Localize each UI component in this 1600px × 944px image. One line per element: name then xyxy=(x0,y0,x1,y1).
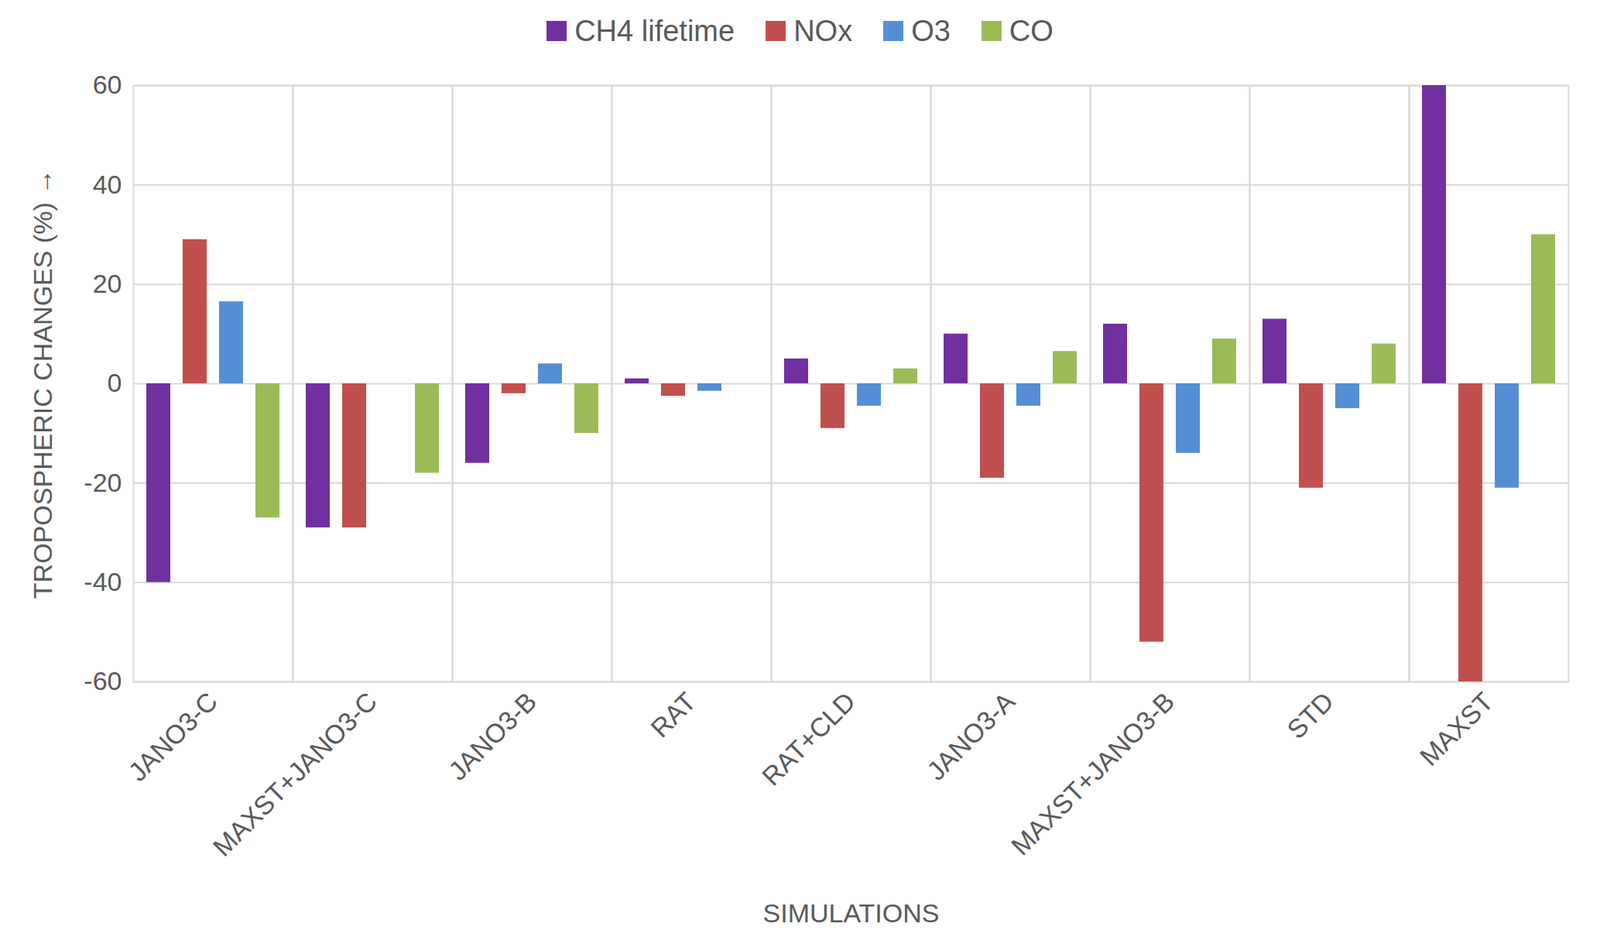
svg-text:-60: -60 xyxy=(83,665,122,696)
svg-text:60: 60 xyxy=(92,69,123,100)
svg-text:MAXST+JANO3-C: MAXST+JANO3-C xyxy=(207,685,384,862)
html-text:O3: O3 xyxy=(911,14,951,47)
svg-text:RAT+CLD: RAT+CLD xyxy=(756,685,861,791)
svg-text:0: 0 xyxy=(107,367,123,398)
svg-text:RAT: RAT xyxy=(644,685,702,743)
svg-text:-20: -20 xyxy=(83,467,122,497)
html-text:CO: CO xyxy=(1009,14,1054,47)
svg-text:20: 20 xyxy=(92,268,123,299)
svg-text:40: 40 xyxy=(92,169,123,199)
svg-text:STD: STD xyxy=(1281,685,1340,744)
svg-text:MAXST: MAXST xyxy=(1413,685,1499,771)
svg-text:JANO3-B: JANO3-B xyxy=(442,685,542,785)
svg-text:JANO3-C: JANO3-C xyxy=(122,685,223,787)
svg-text:SIMULATIONS: SIMULATIONS xyxy=(763,897,940,928)
svg-text:MAXST+JANO3-B: MAXST+JANO3-B xyxy=(1005,685,1180,860)
html-text:CH4 lifetime: CH4 lifetime xyxy=(574,14,735,47)
svg-text:-40: -40 xyxy=(83,566,122,597)
svg-text:TROPOSPHERIC CHANGES (%) →: TROPOSPHERIC CHANGES (%) → xyxy=(27,168,58,599)
html-text:NOx: NOx xyxy=(793,14,853,47)
svg-text:JANO3-A: JANO3-A xyxy=(921,685,1021,786)
